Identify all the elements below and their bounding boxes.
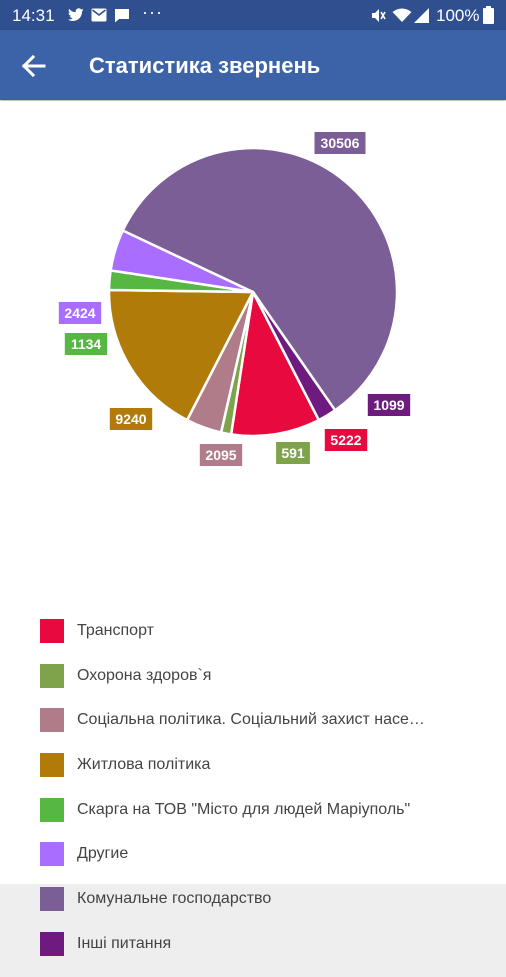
app-bar: Статистика звернень bbox=[0, 30, 506, 100]
legend-label: Соціальна політика. Соціальний захист на… bbox=[77, 711, 425, 729]
slice-value-label-8: 1099 bbox=[367, 394, 411, 416]
status-bar: 14:31 ··· 100% bbox=[0, 0, 506, 30]
svg-text:1134: 1134 bbox=[71, 336, 102, 352]
pie-slice-7[interactable] bbox=[121, 146, 399, 412]
status-time: 14:31 bbox=[12, 6, 55, 25]
svg-text:2095: 2095 bbox=[205, 447, 236, 463]
legend-label: Другие bbox=[77, 845, 129, 863]
svg-text:591: 591 bbox=[281, 445, 305, 461]
arrow-left-icon[interactable] bbox=[14, 46, 54, 86]
page-title: Статистика звернень bbox=[89, 53, 321, 78]
battery-percent: 100% bbox=[436, 6, 480, 25]
svg-text:30506: 30506 bbox=[321, 135, 360, 151]
pie-slice-1[interactable] bbox=[229, 290, 321, 438]
legend-label: Транспорт bbox=[77, 622, 154, 639]
signal-icon bbox=[414, 8, 429, 23]
pie-chart[interactable]: 5222 591 2095 9240 1134 2424 30506 1099 bbox=[0, 101, 506, 601]
legend-swatch bbox=[40, 931, 64, 956]
legend-swatch bbox=[40, 663, 64, 688]
legend-swatch bbox=[40, 842, 64, 867]
legend-swatch bbox=[40, 619, 64, 643]
legend-swatch bbox=[40, 887, 64, 912]
legend-swatch bbox=[40, 753, 64, 778]
svg-text:5222: 5222 bbox=[330, 432, 361, 448]
slice-value-label-3: 2095 bbox=[199, 444, 243, 466]
pie-slice-8[interactable] bbox=[251, 290, 337, 422]
slice-value-label-1: 5222 bbox=[324, 429, 368, 451]
pie-slice-4[interactable] bbox=[107, 288, 255, 422]
legend-swatch bbox=[40, 797, 64, 822]
legend-label: Комунальне господарство bbox=[77, 890, 272, 908]
slice-value-label-7: 30506 bbox=[314, 132, 366, 154]
svg-text:9240: 9240 bbox=[115, 411, 146, 427]
svg-text:1099: 1099 bbox=[373, 397, 404, 413]
message-icon bbox=[115, 9, 129, 23]
mail-icon bbox=[91, 8, 107, 22]
wifi-icon bbox=[392, 8, 412, 22]
more-notifications: ··· bbox=[142, 2, 163, 22]
svg-text:2424: 2424 bbox=[64, 305, 95, 321]
slice-value-label-2: 591 bbox=[276, 442, 310, 464]
slice-value-label-6: 2424 bbox=[58, 302, 102, 324]
legend-label: Інші питання bbox=[77, 934, 172, 952]
mute-icon bbox=[372, 9, 386, 22]
legend-swatch bbox=[40, 708, 64, 733]
legend-label: Житлова політика bbox=[77, 756, 211, 774]
legend-label: Охорона здоров`я bbox=[77, 666, 212, 684]
twitter-icon bbox=[68, 8, 84, 21]
legend-label: Скарга на ТОВ "Місто для людей Маріуполь… bbox=[77, 800, 411, 818]
slice-value-label-5: 1134 bbox=[64, 333, 108, 355]
battery-icon bbox=[483, 6, 494, 24]
chart-card: 5222 591 2095 9240 1134 2424 30506 1099 Транспо… bbox=[0, 101, 506, 956]
slice-value-label-4: 9240 bbox=[109, 408, 153, 430]
